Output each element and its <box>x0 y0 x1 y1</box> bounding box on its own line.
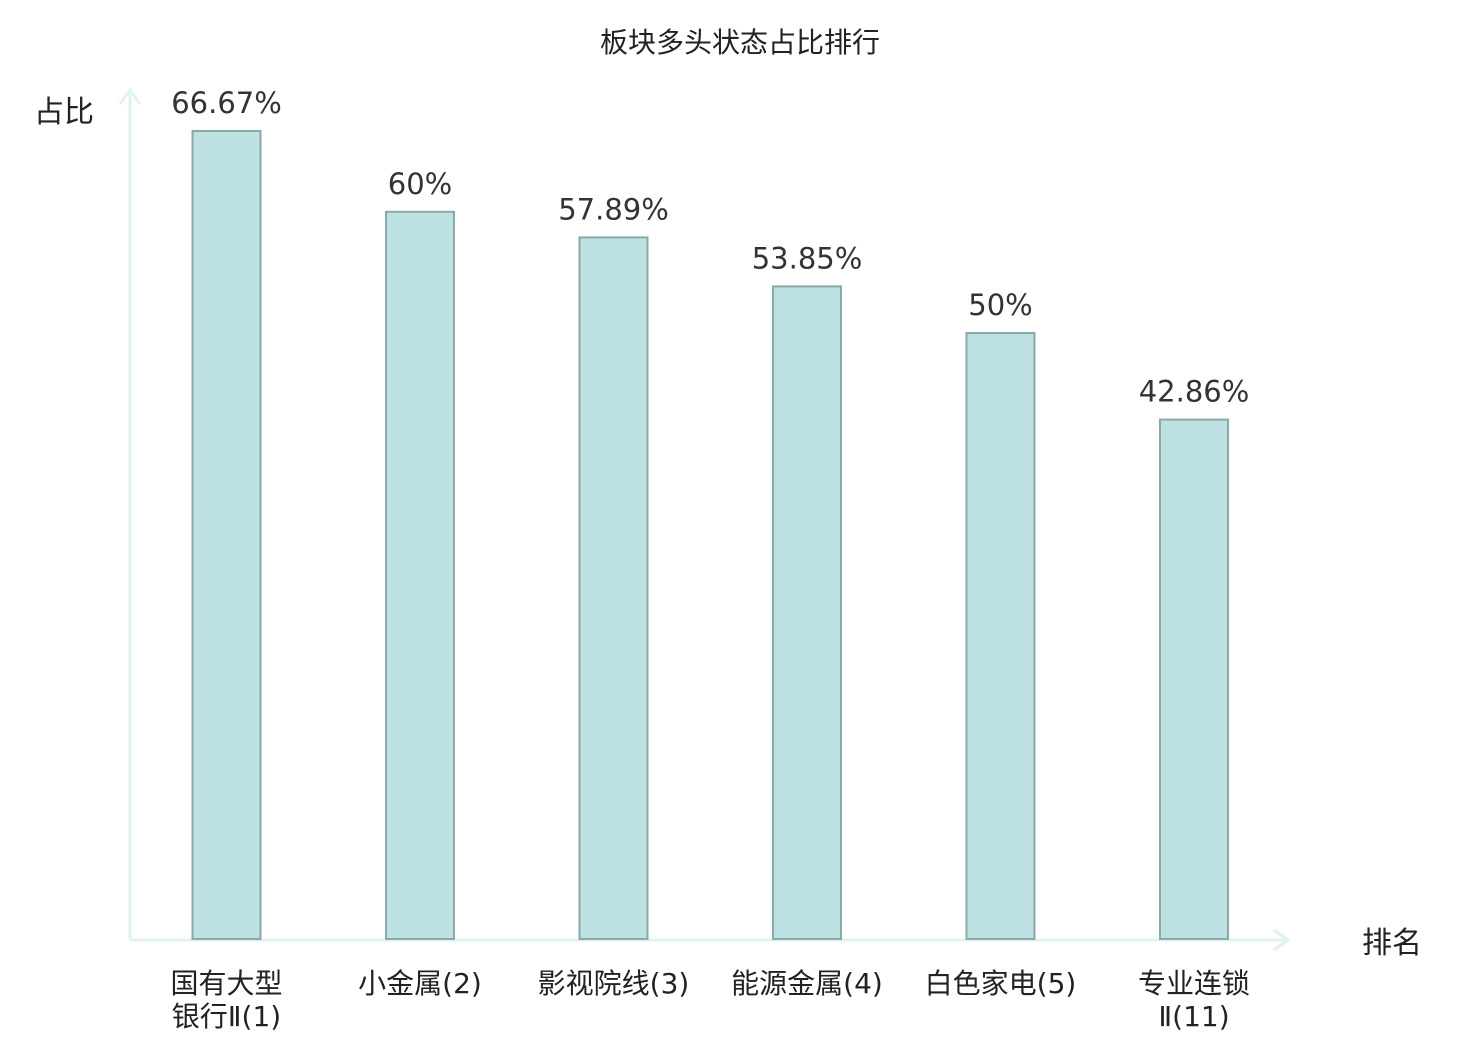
bars <box>191 130 1229 941</box>
value-label-4: 53.85% <box>752 241 863 275</box>
category-label-line: 影视院线(3) <box>538 967 690 1000</box>
category-label-5: 白色家电(5) <box>925 967 1077 1000</box>
category-label-line: 国有大型 <box>170 967 282 1000</box>
category-label-2: 小金属(2) <box>358 967 482 1000</box>
bar-3 <box>578 236 649 940</box>
value-label-1: 66.67% <box>171 86 282 120</box>
value-labels: 66.67% 60% 57.89% 53.85% 50% 42.86% <box>171 86 1249 409</box>
bar-4 <box>772 285 842 940</box>
value-label-6: 42.86% <box>1139 375 1250 409</box>
category-label-line: 能源金属(4) <box>731 967 883 1000</box>
value-label-3: 57.89% <box>558 192 669 226</box>
x-axis <box>130 928 1291 952</box>
category-label-1: 国有大型银行Ⅱ(1) <box>170 967 282 1033</box>
x-axis-label: 排名 <box>1362 926 1422 961</box>
category-label-line: 银行Ⅱ(1) <box>172 1000 281 1033</box>
bar-6 <box>1159 418 1229 941</box>
value-label-2: 60% <box>388 167 452 201</box>
y-axis-label: 占比 <box>34 95 94 130</box>
category-label-3: 影视院线(3) <box>538 967 690 1000</box>
chart-title: 板块多头状态占比排行 <box>600 26 880 59</box>
bar-1 <box>191 130 262 940</box>
value-label-5: 50% <box>968 288 1032 322</box>
bar-2 <box>385 210 455 941</box>
category-tick-labels: 国有大型银行Ⅱ(1) 小金属(2) 影视院线(3) 能源金属(4) 白色家电(5) 专业连… <box>170 967 1250 1033</box>
category-label-line: 小金属(2) <box>358 967 482 1000</box>
category-label-line: 专业连锁 <box>1138 967 1250 1000</box>
category-label-line: Ⅱ(11) <box>1158 1000 1229 1033</box>
y-axis <box>118 87 142 940</box>
bar-5 <box>965 332 1036 940</box>
category-label-4: 能源金属(4) <box>731 967 883 1000</box>
category-label-6: 专业连锁 Ⅱ(11) <box>1138 967 1250 1033</box>
category-label-line: 白色家电(5) <box>925 967 1077 1000</box>
